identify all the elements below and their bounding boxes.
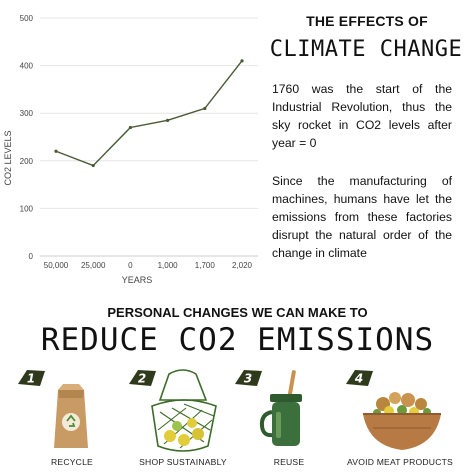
data-point	[166, 118, 170, 122]
x-tick-label: 1,000	[158, 261, 179, 270]
header-subtitle: CLIMATE CHANGE	[269, 37, 463, 62]
reusable-cup-icon	[259, 370, 302, 446]
data-point	[91, 163, 95, 168]
number-badge-3: 3	[235, 370, 262, 386]
net-bag-icon	[151, 369, 217, 452]
x-tick-label: 25,000	[81, 261, 106, 270]
data-point	[203, 106, 207, 111]
recycle-bag-icon	[54, 384, 88, 448]
action-label-shop-sustainably: SHOP SUSTAINABLY	[139, 457, 227, 467]
action-label-recycle: RECYCLE	[51, 457, 93, 467]
action-label-avoid-meat: AVOID MEAT PRODUCTS	[347, 457, 453, 467]
section-subtitle: REDUCE CO2 EMISSIONS	[40, 322, 435, 358]
data-point	[128, 125, 132, 130]
paragraph-industrial-revolution: 1760 was the start of the Industrial Rev…	[272, 82, 452, 150]
y-tick-label: 100	[20, 204, 34, 213]
data-point	[54, 149, 58, 153]
veggie-bowl-icon	[363, 392, 441, 450]
number-badge-1: 1	[18, 370, 45, 386]
co2-line-chart: 0 100 200 300 400 500 50,000 25,000 0 1,000 1,700…	[3, 14, 258, 285]
header-title: THE EFFECTS OF	[306, 13, 428, 29]
x-tick-label: 1,700	[195, 261, 216, 270]
y-tick-label: 200	[20, 157, 34, 166]
action-reuse: 3 REUSE	[230, 368, 348, 475]
x-tick-label: 50,000	[44, 261, 69, 270]
action-label-reuse: REUSE	[273, 457, 305, 467]
action-recycle: 1 RECYCLE	[13, 368, 131, 475]
chart-grid	[40, 17, 258, 257]
number-badge-4: 4	[346, 370, 373, 386]
svg-text:1: 1	[27, 372, 35, 386]
x-tick-label: 2,020	[232, 261, 253, 270]
svg-text:3: 3	[244, 372, 252, 386]
data-points	[54, 59, 244, 168]
svg-text:4: 4	[354, 372, 363, 386]
number-badge-2: 2	[129, 370, 156, 386]
svg-text:2: 2	[138, 372, 146, 386]
x-tick-label: 0	[128, 261, 133, 270]
x-axis-title: YEARS	[122, 275, 153, 285]
data-point	[240, 59, 244, 63]
y-tick-label: 500	[20, 14, 34, 23]
y-tick-label: 400	[20, 62, 34, 71]
section-title: PERSONAL CHANGES WE CAN MAKE TO	[107, 305, 368, 320]
x-axis-ticks: 50,000 25,000 0 1,000 1,700 2,020	[44, 261, 253, 270]
action-shop-sustainably: 2 SHOP SUSTAINABLY	[124, 368, 242, 475]
y-tick-label: 300	[20, 109, 34, 118]
y-axis-title: CO2 LEVELS	[3, 130, 13, 185]
action-avoid-meat: 4 AVOID MEAT PRODUCTS	[341, 368, 459, 475]
y-axis-ticks: 0 100 200 300 400 500	[20, 14, 34, 261]
series-line	[55, 60, 243, 167]
paragraph-manufacturing: Since the manufacturing of machines, hum…	[272, 174, 452, 260]
y-tick-label: 0	[29, 252, 34, 261]
